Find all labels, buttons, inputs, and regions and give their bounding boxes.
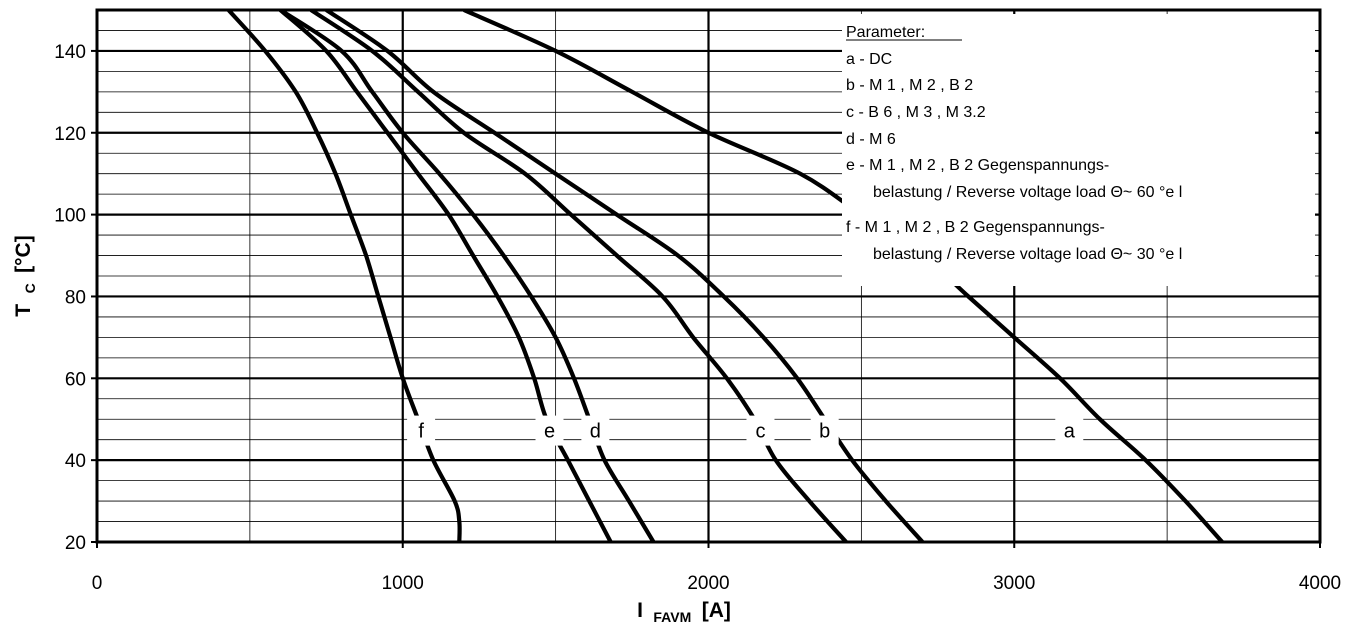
series-line-f: [226, 10, 462, 542]
x-axis-title-main: I: [637, 599, 643, 622]
y-tick-label: 140: [54, 42, 86, 63]
curve-label-bg-f: [407, 415, 436, 446]
y-tick-label: 120: [54, 124, 86, 145]
x-axis-title: I FAVM [A]: [637, 599, 731, 625]
x-tick-label: 4000: [1299, 573, 1341, 594]
curve-label-c: c: [755, 421, 765, 443]
y-axis-title-unit: [°C]: [12, 235, 35, 273]
curve-labels: a b c d e f: [407, 415, 1084, 446]
x-tick-label: 2000: [687, 573, 729, 594]
legend-entry-a: a - DC: [846, 51, 892, 68]
legend-entry-e: e - M 1 , M 2 , B 2 Gegenspannungs-: [846, 157, 1109, 174]
curve-label-bg-c: [746, 415, 775, 446]
legend-entry-b: b - M 1 , M 2 , B 2: [846, 77, 973, 94]
y-axis-title: T C [°C]: [12, 235, 39, 316]
legend: Parameter: a - DC b - M 1 , M 2 , B 2 c …: [842, 14, 1315, 286]
curve-label-bg-d: [581, 415, 610, 446]
x-tick-label: 3000: [993, 573, 1035, 594]
y-axis-title-sub: C: [22, 283, 38, 293]
y-tick-label: 20: [65, 533, 86, 554]
x-tick-label: 1000: [382, 573, 424, 594]
curve-label-a: a: [1064, 421, 1076, 443]
legend-entry-f: f - M 1 , M 2 , B 2 Gegenspannungs-: [846, 219, 1105, 236]
series-line-b: [325, 10, 925, 542]
y-tick-label: 100: [54, 206, 86, 227]
curves: [226, 10, 1224, 542]
series-line-d: [279, 10, 656, 542]
legend-entry-d: d - M 6: [846, 131, 896, 148]
curve-label-d: d: [590, 421, 601, 443]
legend-entry-f-cont: belastung / Reverse voltage load Θ~ 30 °…: [873, 246, 1182, 263]
y-tick-label: 40: [65, 451, 86, 472]
curve-label-b: b: [819, 421, 830, 443]
legend-entry-e-cont: belastung / Reverse voltage load Θ~ 60 °…: [873, 184, 1182, 201]
curve-label-f: f: [418, 421, 424, 443]
series-line-c: [309, 10, 848, 542]
y-tick-label: 80: [65, 287, 86, 308]
curve-label-bg-e: [535, 415, 564, 446]
legend-title: Parameter:: [846, 24, 925, 41]
y-axis: 20 40 60 80 100 120 140: [54, 42, 97, 554]
x-axis-title-unit: [A]: [702, 599, 731, 622]
legend-box: [842, 14, 1315, 286]
x-axis: 0 1000 2000 3000 4000: [92, 542, 1341, 594]
curve-label-e: e: [544, 421, 555, 443]
curve-label-bg-b: [810, 415, 839, 446]
y-axis-title-main: T: [12, 304, 35, 317]
y-tick-label: 60: [65, 369, 86, 390]
legend-entry-c: c - B 6 , M 3 , M 3.2: [846, 104, 986, 121]
x-axis-title-sub: FAVM: [653, 609, 691, 625]
curve-label-bg-a: [1055, 415, 1084, 446]
series-line-e: [279, 10, 613, 542]
x-tick-label: 0: [92, 573, 103, 594]
